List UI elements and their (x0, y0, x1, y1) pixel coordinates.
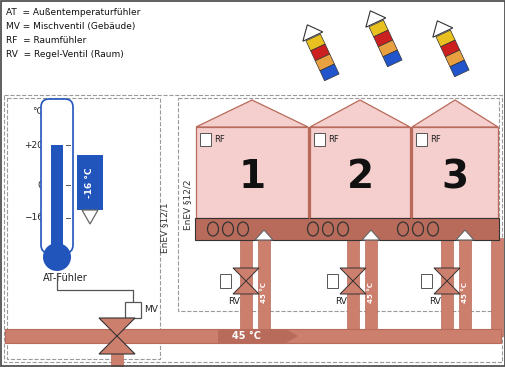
Bar (449, 60, 468, 77)
Polygon shape (232, 281, 259, 294)
Polygon shape (195, 100, 308, 127)
Polygon shape (365, 11, 385, 27)
Text: RV  = Regel-Ventil (Raum): RV = Regel-Ventil (Raum) (6, 50, 124, 59)
Polygon shape (455, 230, 473, 240)
Bar (458, 240, 470, 329)
Polygon shape (99, 336, 135, 354)
Text: 45 °C: 45 °C (367, 282, 373, 303)
Bar (373, 30, 392, 47)
Bar (315, 54, 334, 71)
Bar (199, 133, 211, 146)
Text: RF: RF (429, 135, 440, 144)
Text: °C: °C (32, 107, 43, 116)
Text: −16: −16 (24, 214, 43, 222)
Bar (346, 240, 358, 336)
Text: RF: RF (327, 135, 338, 144)
Bar (319, 64, 338, 81)
Text: RF: RF (214, 135, 224, 144)
Bar (258, 240, 270, 329)
Bar (220, 274, 231, 288)
Bar (415, 133, 426, 146)
Bar (7, 98, 160, 359)
Polygon shape (361, 230, 379, 240)
Bar (440, 240, 452, 336)
Polygon shape (302, 25, 322, 41)
Bar (125, 302, 141, 318)
Text: MV = Mischventil (Gebäude): MV = Mischventil (Gebäude) (6, 22, 135, 31)
Bar (490, 238, 502, 336)
Text: 45 °C: 45 °C (461, 282, 467, 303)
Polygon shape (82, 210, 98, 224)
Text: RF  = Raumfühler: RF = Raumfühler (6, 36, 86, 45)
Polygon shape (285, 329, 297, 343)
Polygon shape (310, 100, 409, 127)
Text: 0: 0 (37, 181, 43, 189)
Bar (239, 240, 251, 336)
Text: MV: MV (144, 305, 158, 315)
Bar (77, 155, 103, 210)
Polygon shape (433, 268, 459, 281)
Polygon shape (255, 230, 273, 240)
Text: RV: RV (228, 297, 239, 306)
Text: 45 °C: 45 °C (232, 331, 261, 341)
Text: 2: 2 (346, 158, 373, 196)
Bar (444, 50, 464, 67)
Text: AT-Fühler: AT-Fühler (43, 273, 87, 283)
Polygon shape (232, 268, 259, 281)
Text: AT  = Außentemperaturfühler: AT = Außentemperaturfühler (6, 8, 140, 17)
Polygon shape (99, 318, 135, 336)
Text: EnEV §12/1: EnEV §12/1 (160, 203, 169, 253)
Bar (306, 34, 325, 51)
Text: 45 °C: 45 °C (261, 282, 267, 303)
Text: EnEV §12/2: EnEV §12/2 (183, 180, 191, 230)
Bar (420, 274, 431, 288)
Text: RV: RV (334, 297, 346, 306)
Text: RV: RV (428, 297, 440, 306)
Bar (4, 95, 501, 362)
Bar (178, 98, 498, 311)
Bar (378, 40, 396, 57)
Text: 1: 1 (238, 158, 265, 196)
Bar (195, 127, 308, 218)
Bar (435, 30, 454, 47)
Text: -16 °C: -16 °C (85, 167, 94, 198)
Bar (364, 240, 376, 329)
Circle shape (43, 243, 71, 271)
Polygon shape (339, 281, 365, 294)
Bar (326, 274, 337, 288)
Bar (5, 329, 500, 343)
Bar (310, 127, 409, 218)
Bar (310, 44, 329, 61)
Polygon shape (339, 268, 365, 281)
Polygon shape (433, 281, 459, 294)
Bar (382, 50, 401, 67)
Bar (218, 329, 285, 343)
FancyBboxPatch shape (41, 99, 73, 253)
Bar (368, 20, 387, 37)
Bar (51, 145, 63, 245)
Polygon shape (411, 100, 497, 127)
Text: +20: +20 (24, 141, 43, 149)
Bar (440, 40, 459, 57)
Bar (314, 133, 324, 146)
Text: 3: 3 (440, 158, 468, 196)
Polygon shape (432, 21, 452, 37)
Bar (411, 127, 497, 218)
Bar (111, 354, 123, 367)
Bar (194, 218, 498, 240)
